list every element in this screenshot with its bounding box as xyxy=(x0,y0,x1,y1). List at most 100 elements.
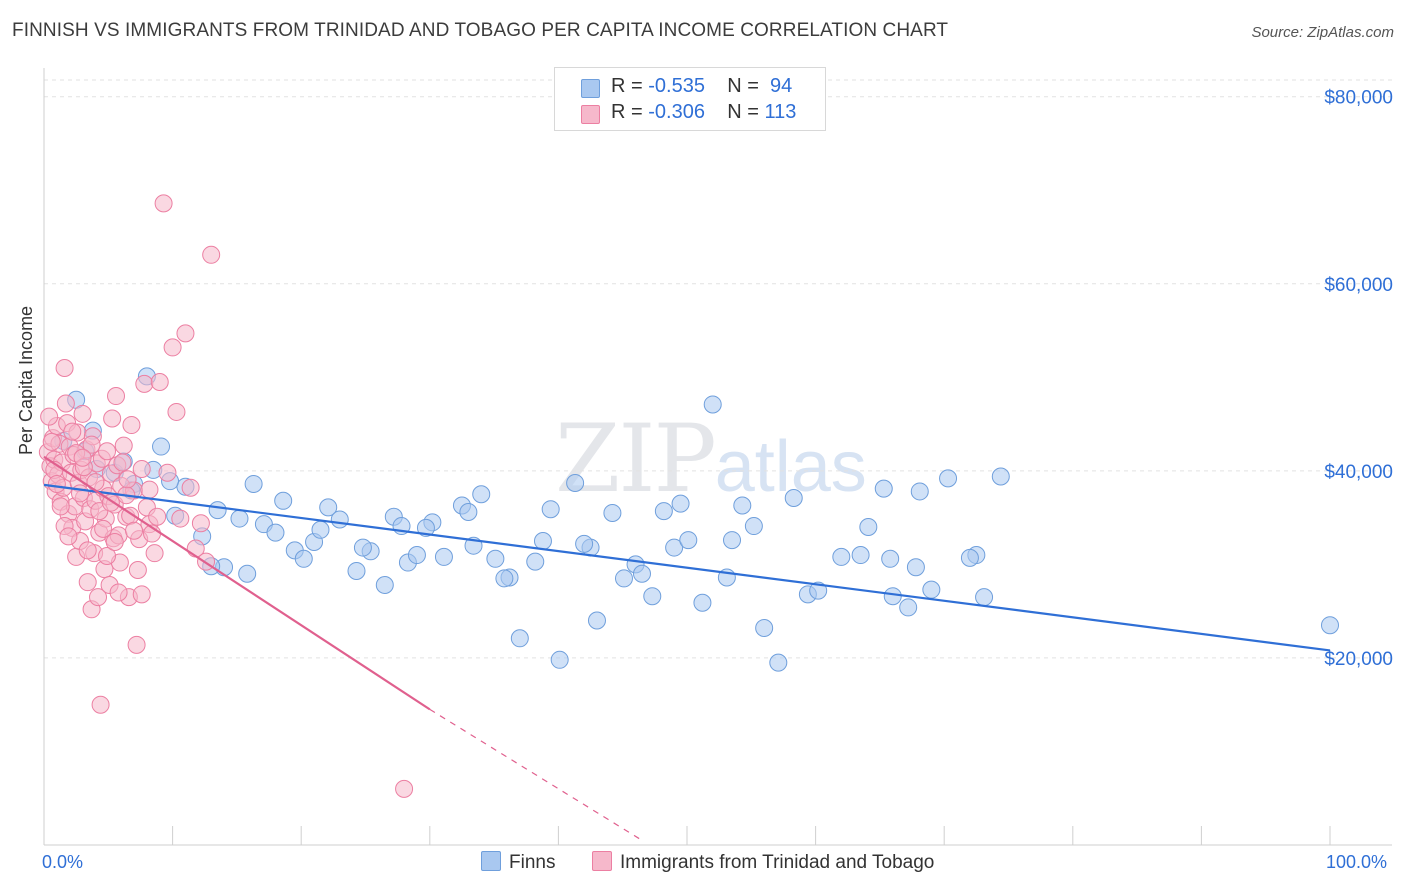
tt-point xyxy=(122,416,141,435)
finns-point xyxy=(603,503,622,522)
legend-r-label: R = xyxy=(611,75,643,97)
tt-point xyxy=(47,474,66,493)
bottom-legend-label-finns: Finns xyxy=(509,852,556,873)
tt-point xyxy=(176,324,195,343)
finns-point xyxy=(733,496,752,515)
x-tick-label-min: 0.0% xyxy=(42,852,84,872)
bottom-legend-swatch-tt xyxy=(592,851,612,871)
finns-point xyxy=(375,575,394,594)
tt-point xyxy=(71,484,90,503)
bottom-legend-finns: Finns xyxy=(481,851,555,874)
tt-point xyxy=(132,585,151,604)
finns-point xyxy=(486,549,505,568)
source-label: Source: ZipAtlas.com xyxy=(1251,24,1394,41)
finns-point xyxy=(230,509,249,528)
y-axis-label: Per Capita Income xyxy=(16,305,36,455)
legend-text-tt: R = -0.306 N = 113 xyxy=(611,101,796,124)
tt-point xyxy=(63,422,82,441)
legend-row-tt: R = -0.306 N = 113 xyxy=(555,101,825,127)
finns-point xyxy=(899,598,918,617)
finns-point xyxy=(643,587,662,606)
finns-point xyxy=(755,619,774,638)
finns-point xyxy=(526,552,545,571)
tt-point xyxy=(86,473,105,492)
legend-n-value: 113 xyxy=(764,101,797,123)
tt-point xyxy=(103,409,122,428)
tt-point xyxy=(82,435,101,454)
finns-point xyxy=(311,520,330,539)
finns-point xyxy=(910,482,929,501)
legend-swatch-finns xyxy=(581,79,600,98)
finns-point xyxy=(274,491,293,510)
finns-point xyxy=(244,474,263,493)
y-tick-label: $20,000 xyxy=(1324,649,1393,670)
finns-point xyxy=(208,501,227,520)
tt-point xyxy=(94,519,113,538)
tt-point xyxy=(167,402,186,421)
tt-point xyxy=(158,463,177,482)
legend-swatch-tt xyxy=(581,105,600,124)
finns-point xyxy=(939,469,958,488)
finns-point xyxy=(472,485,491,504)
finns-point xyxy=(883,587,902,606)
finns-point xyxy=(1321,616,1339,635)
tt-point xyxy=(128,561,147,580)
finns-point xyxy=(744,517,763,536)
finns-point xyxy=(459,503,478,522)
legend-r-value: -0.306 xyxy=(648,101,705,123)
tt-point xyxy=(125,521,144,540)
finns-point xyxy=(832,547,851,566)
y-tick-label: $60,000 xyxy=(1324,275,1393,296)
tt-point xyxy=(163,338,182,357)
finns-point xyxy=(991,467,1010,486)
tt-point xyxy=(42,432,61,451)
finns-point xyxy=(809,581,828,600)
finns-point xyxy=(679,531,698,550)
bottom-legend-tt: Immigrants from Trinidad and Tobago xyxy=(592,851,934,874)
finns-point xyxy=(353,538,372,557)
tt-point xyxy=(107,387,126,406)
finns-point xyxy=(922,580,941,599)
finns-point xyxy=(541,500,560,519)
tt-point xyxy=(118,470,137,489)
tt-point xyxy=(55,358,74,377)
finns-point xyxy=(874,479,893,498)
tt-point xyxy=(78,541,97,560)
finns-point xyxy=(693,593,712,612)
chart-title: FINNISH VS IMMIGRANTS FROM TRINIDAD AND … xyxy=(12,20,949,41)
legend-text-finns: R = -0.535 N = 94 xyxy=(611,75,792,98)
finns-point xyxy=(550,650,569,669)
tt-point xyxy=(40,407,59,426)
finns-point xyxy=(859,517,878,536)
tt-point xyxy=(73,448,92,467)
finns-point xyxy=(703,395,722,414)
tt-point xyxy=(202,245,221,264)
tt-point xyxy=(135,374,154,393)
tt-point xyxy=(105,532,124,551)
tt-point xyxy=(98,442,117,461)
tt-point xyxy=(191,514,210,533)
watermark: ZIPatlas xyxy=(555,405,867,514)
tt-point xyxy=(51,497,70,516)
tt-point xyxy=(154,194,173,213)
tt-point xyxy=(59,527,78,546)
finns-point xyxy=(784,488,803,507)
finns-point xyxy=(632,564,651,583)
tt-point xyxy=(181,478,200,497)
tt-point xyxy=(113,453,132,472)
tt-point xyxy=(145,544,164,563)
tt-point xyxy=(109,583,128,602)
tt-point xyxy=(98,546,117,565)
finns-point xyxy=(330,510,349,529)
finns-point xyxy=(723,531,742,550)
watermark-zip: ZIP xyxy=(555,405,717,514)
tt-point xyxy=(89,588,108,607)
tt-point xyxy=(91,695,110,714)
finns-trend-line xyxy=(43,483,1331,652)
legend-n-label: N = xyxy=(727,75,759,97)
finns-point xyxy=(152,437,171,456)
finns-point xyxy=(294,549,313,568)
finns-point xyxy=(407,546,426,565)
finns-point xyxy=(347,561,366,580)
